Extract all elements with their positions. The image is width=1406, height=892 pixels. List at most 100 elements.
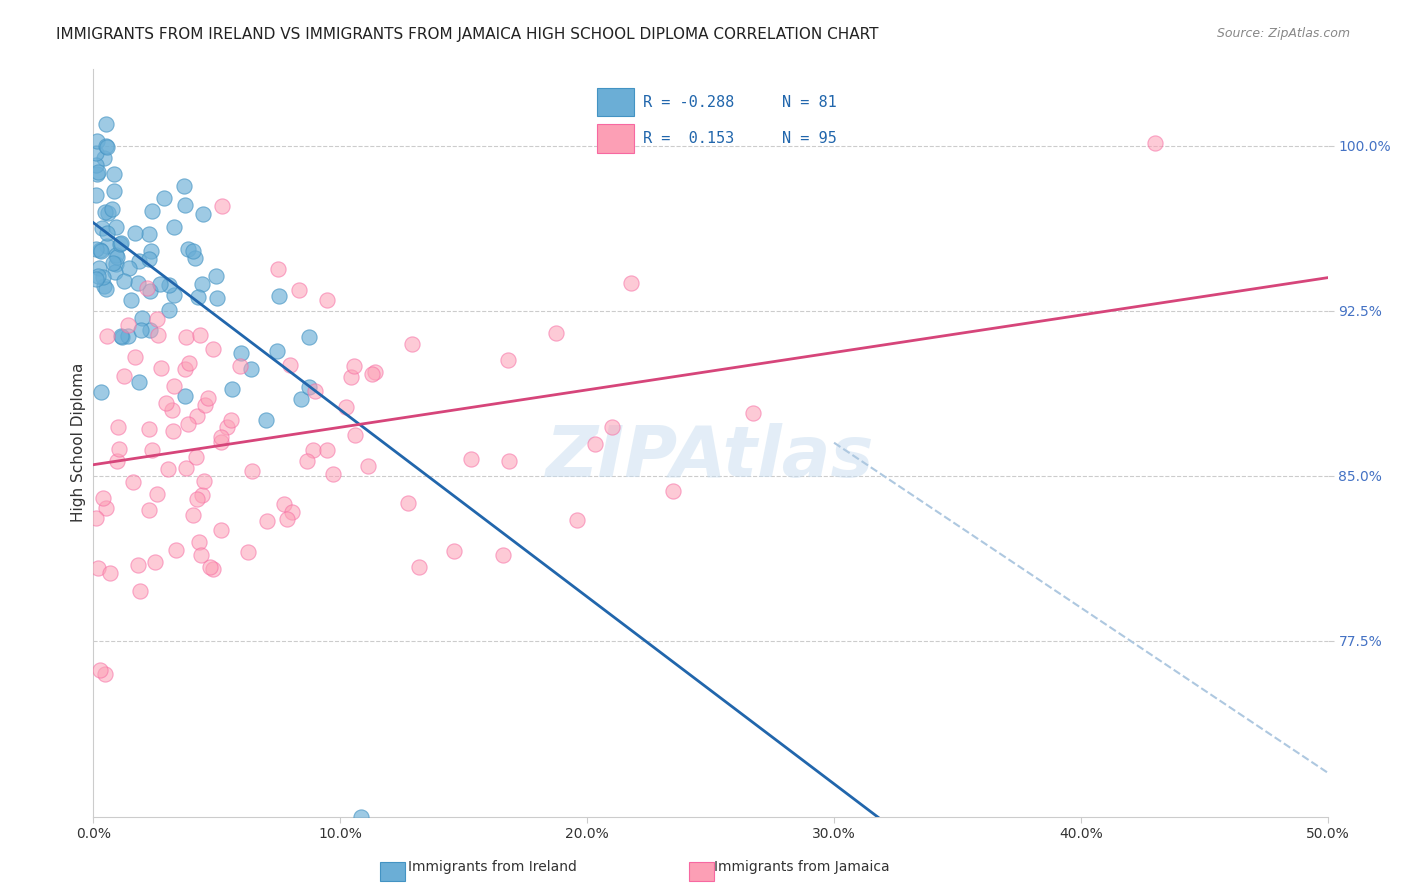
Y-axis label: High School Diploma: High School Diploma xyxy=(72,363,86,523)
Point xyxy=(162,425,184,439)
Point xyxy=(335,400,357,414)
Point xyxy=(350,810,373,824)
Point xyxy=(157,277,180,292)
Point xyxy=(146,311,169,326)
Point xyxy=(179,356,201,370)
Point xyxy=(184,252,207,266)
Point xyxy=(174,330,197,344)
Point xyxy=(157,303,180,318)
Point xyxy=(84,188,107,202)
Point xyxy=(103,184,125,198)
Point xyxy=(104,257,127,271)
Point xyxy=(211,199,233,213)
Point xyxy=(288,283,311,297)
Point xyxy=(276,512,298,526)
Point xyxy=(127,276,149,290)
Point xyxy=(316,293,339,307)
Point xyxy=(267,261,290,276)
Point xyxy=(193,207,215,221)
Point xyxy=(184,450,207,465)
FancyBboxPatch shape xyxy=(596,124,634,153)
Point xyxy=(396,496,419,510)
Point xyxy=(163,379,186,393)
Point xyxy=(141,204,163,219)
Point xyxy=(103,265,125,279)
Point xyxy=(143,555,166,569)
Point xyxy=(188,328,211,343)
Point xyxy=(205,268,228,283)
Point xyxy=(231,345,253,359)
Point xyxy=(87,260,110,275)
Point xyxy=(127,558,149,572)
Point xyxy=(496,352,519,367)
Point xyxy=(193,474,215,488)
Point xyxy=(91,221,114,235)
Point xyxy=(163,219,186,234)
Point xyxy=(173,179,195,194)
Point xyxy=(84,511,107,525)
Point xyxy=(84,271,107,285)
Point xyxy=(118,260,141,275)
Point xyxy=(600,420,623,434)
Point xyxy=(298,330,321,344)
Point xyxy=(191,277,214,292)
Point xyxy=(190,548,212,562)
Point xyxy=(295,454,318,468)
Point xyxy=(165,542,187,557)
Point xyxy=(98,566,121,580)
Point xyxy=(197,391,219,405)
Point xyxy=(209,429,232,443)
Point xyxy=(544,326,567,341)
Point xyxy=(340,369,363,384)
Point xyxy=(96,239,118,253)
Text: IMMIGRANTS FROM IRELAND VS IMMIGRANTS FROM JAMAICA HIGH SCHOOL DIPLOMA CORRELATI: IMMIGRANTS FROM IRELAND VS IMMIGRANTS FR… xyxy=(56,27,879,42)
Point xyxy=(1144,136,1167,151)
Point xyxy=(202,342,225,356)
Point xyxy=(84,242,107,256)
Point xyxy=(155,396,177,410)
Point xyxy=(194,399,217,413)
Point xyxy=(124,350,146,364)
Point xyxy=(131,323,153,337)
Point xyxy=(96,329,118,343)
Point xyxy=(94,282,117,296)
Point xyxy=(96,226,118,240)
Point xyxy=(301,443,323,458)
Point xyxy=(84,157,107,171)
Point xyxy=(492,548,515,562)
Point xyxy=(280,505,302,519)
Point xyxy=(107,442,129,456)
Point xyxy=(86,167,108,181)
Point xyxy=(87,165,110,179)
Point xyxy=(104,248,127,262)
Point xyxy=(90,244,112,258)
Point xyxy=(128,254,150,268)
Point xyxy=(322,467,344,481)
Point xyxy=(443,544,465,558)
Text: N = 81: N = 81 xyxy=(782,95,837,111)
Point xyxy=(343,428,366,442)
Point xyxy=(661,483,683,498)
Point xyxy=(111,330,134,344)
Point xyxy=(138,227,160,241)
Point xyxy=(94,500,117,515)
Text: R = -0.288: R = -0.288 xyxy=(643,95,734,111)
Point xyxy=(87,268,110,283)
Point xyxy=(138,284,160,298)
Point xyxy=(209,523,232,537)
Point xyxy=(105,219,128,234)
Point xyxy=(107,250,129,264)
Point xyxy=(94,666,117,681)
Point xyxy=(110,329,132,343)
Text: R =  0.153: R = 0.153 xyxy=(643,130,734,145)
Point xyxy=(138,503,160,517)
Point xyxy=(177,242,200,256)
Point xyxy=(207,292,229,306)
Point xyxy=(97,206,120,220)
Point xyxy=(565,513,588,527)
Point xyxy=(112,274,135,288)
Point xyxy=(278,358,301,372)
Point xyxy=(174,461,197,475)
Point xyxy=(89,243,111,257)
Point xyxy=(408,560,430,574)
